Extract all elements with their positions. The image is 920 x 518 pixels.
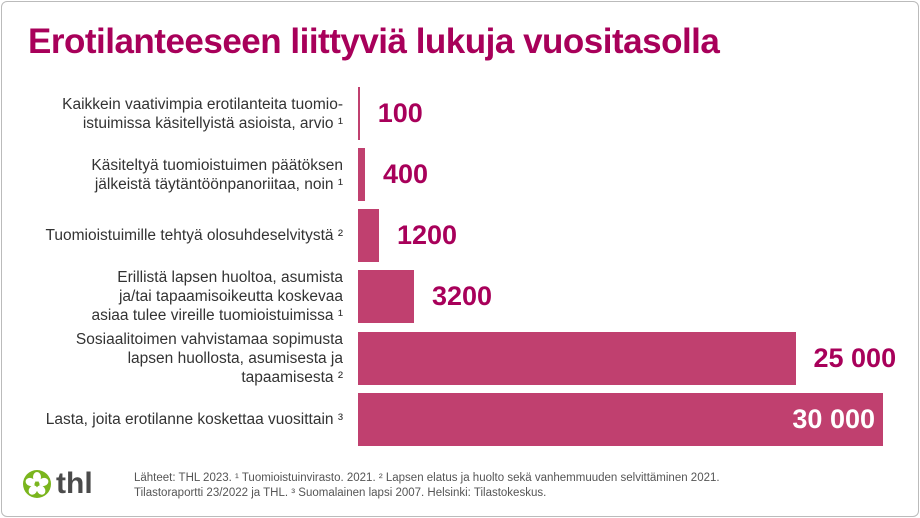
sources-note: Lähteet: THL 2023. ¹ Tuomioistuinvirasto…: [134, 471, 734, 501]
bar-row: Kaikkein vaativimpia erotilanteita tuomi…: [2, 87, 918, 140]
value-label: 30 000: [792, 404, 875, 434]
bar-row: Lasta, joita erotilanne koskettaa vuosit…: [2, 393, 918, 446]
bar-row: Käsiteltyä tuomioistuimen päätöksen jälke…: [2, 148, 918, 201]
category-label-line: Erillistä lapsen huoltoa, asumista: [117, 269, 343, 286]
category-label-line: jälkeistä täytäntöönpanoriitaa, noin ¹: [94, 175, 343, 193]
category-label-line: asiaa tulee vireille tuomioistuimissa ¹: [91, 307, 343, 324]
category-label-line: istuimissa käsitellyistä asioista, arvio…: [82, 114, 343, 132]
category-label-line: Kaikkein vaativimpia erotilanteita tuomi…: [62, 95, 343, 113]
bar-row: Tuomioistuimille tehtyä olosuhdeselvitys…: [2, 209, 918, 262]
category-label-line: ja/tai tapaamisoikeutta koskevaa: [118, 288, 343, 305]
category-label-line: lapsen huollosta, asumisesta ja: [127, 350, 343, 367]
bar: [358, 270, 414, 323]
category-label-line: Sosiaalitoimen vahvistamaa sopimusta: [75, 331, 343, 348]
value-label: 1200: [397, 220, 458, 250]
value-label: 3200: [432, 281, 493, 311]
value-label: 400: [383, 159, 429, 189]
category-label-line: Lasta, joita erotilanne koskettaa vuosit…: [45, 411, 343, 428]
bar-row: Erillistä lapsen huoltoa, asumista ja/tai…: [2, 269, 918, 324]
bar-row: Sosiaalitoimen vahvistamaa sopimusta laps…: [2, 331, 918, 386]
sources-line: Lähteet: THL 2023. ¹ Tuomioistuinvirasto…: [134, 472, 720, 484]
bar: [358, 87, 360, 140]
bar: [358, 148, 365, 201]
sources-line: Tilastoraportti 23/2022 ja THL. ³ Suomal…: [134, 487, 547, 499]
chart-title: Erotilanteeseen liittyviä lukuja vuosita…: [28, 22, 720, 61]
category-label: Käsiteltyä tuomioistuimen päätöksen jälke…: [13, 148, 343, 201]
category-label-line: tapaamisesta ²: [241, 369, 343, 386]
value-label: 25 000: [813, 343, 897, 373]
thl-logo: thl: [22, 467, 93, 501]
bar: [358, 332, 796, 385]
logo-text: thl: [56, 467, 93, 500]
category-label-line: Tuomioistuimille tehtyä olosuhdeselvitys…: [45, 227, 344, 244]
category-label: Lasta, joita erotilanne koskettaa vuosit…: [13, 393, 343, 446]
category-label: Sosiaalitoimen vahvistamaa sopimusta laps…: [13, 331, 343, 386]
category-label: Erillistä lapsen huoltoa, asumista ja/tai…: [13, 269, 343, 324]
value-label: 100: [377, 98, 423, 128]
category-label: Kaikkein vaativimpia erotilanteita tuomi…: [13, 87, 343, 140]
category-label: Tuomioistuimille tehtyä olosuhdeselvitys…: [13, 209, 344, 262]
flower-icon: [23, 470, 51, 498]
category-label-line: Käsiteltyä tuomioistuimen päätöksen: [91, 156, 343, 174]
bar: [358, 393, 883, 446]
bar: [358, 209, 379, 262]
